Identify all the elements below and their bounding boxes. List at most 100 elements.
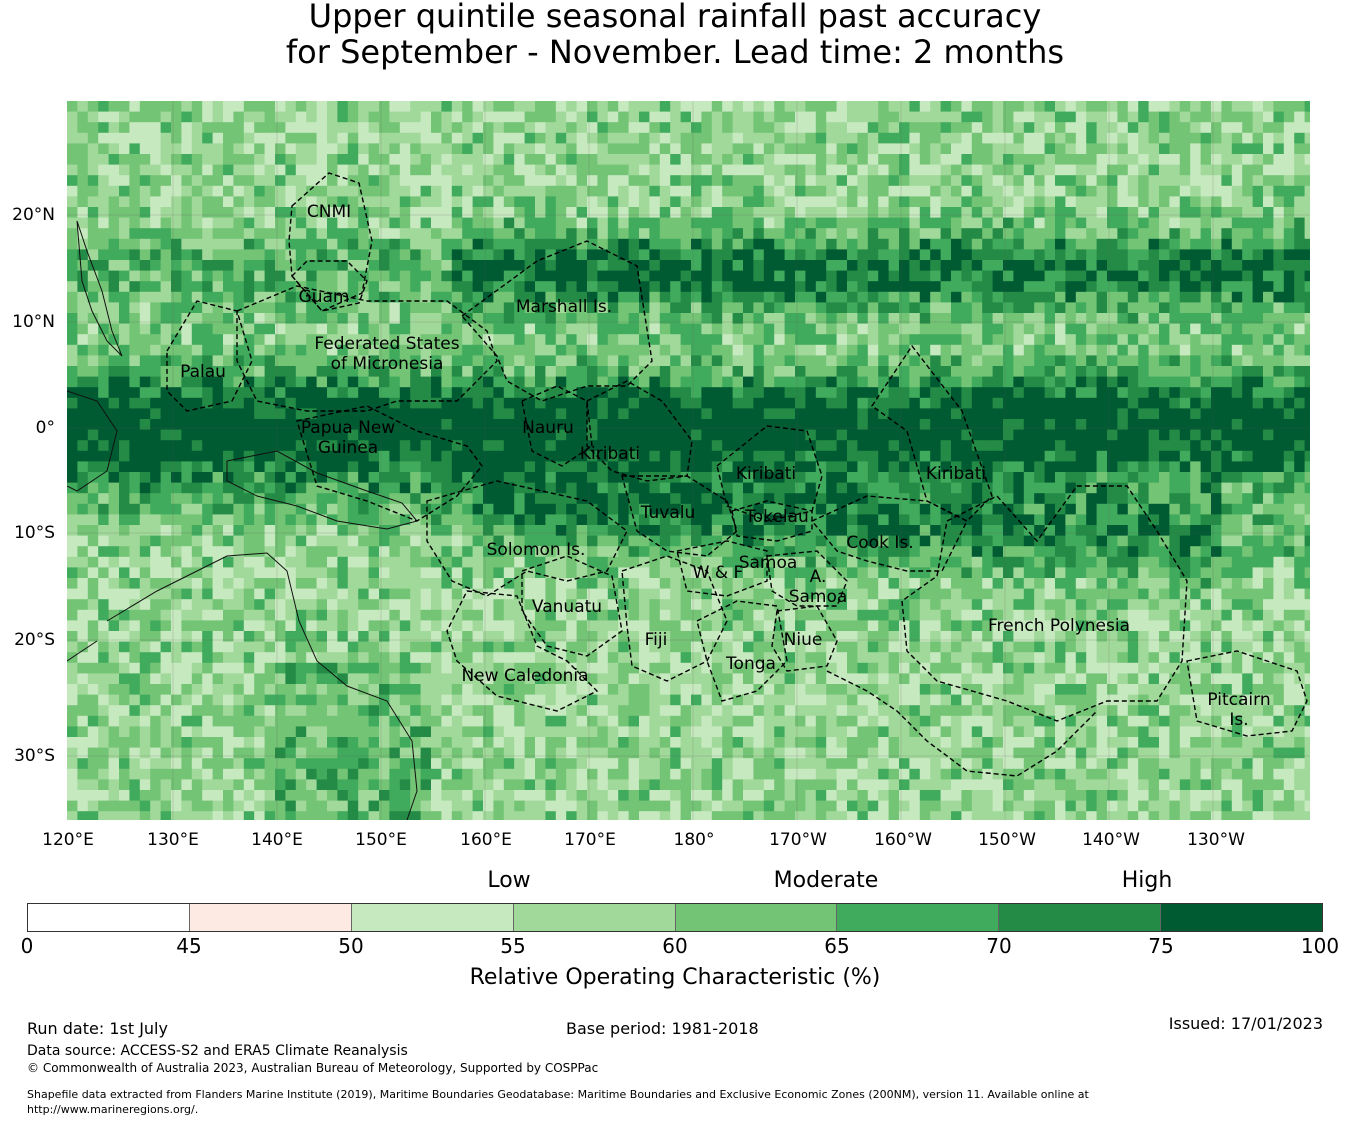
grid-cell [1200, 482, 1212, 494]
grid-cell [191, 323, 203, 335]
grid-cell [98, 387, 109, 399]
grid-cell [1179, 143, 1191, 155]
grid-cell [223, 482, 234, 494]
grid-cell [878, 397, 889, 409]
grid-cell [774, 440, 785, 452]
grid-cell [1003, 185, 1014, 197]
grid-cell [1200, 154, 1212, 165]
grid-cell [753, 450, 765, 462]
grid-cell [306, 260, 317, 271]
grid-cell [701, 440, 713, 452]
grid-cell [597, 344, 609, 356]
grid-cell [847, 366, 858, 377]
grid-cell [462, 185, 473, 197]
grid-cell [264, 482, 276, 494]
grid-cell [639, 535, 650, 547]
grid-cell [1034, 238, 1045, 250]
grid-cell [379, 323, 390, 335]
grid-cell [98, 525, 109, 536]
grid-cell [847, 101, 858, 112]
grid-cell [680, 313, 692, 324]
grid-cell [597, 260, 609, 271]
grid-cell [379, 111, 390, 123]
grid-cell [108, 185, 120, 197]
grid-cell [909, 323, 921, 335]
grid-cell [1003, 429, 1014, 441]
grid-cell [753, 238, 765, 250]
grid-cell [1159, 291, 1170, 303]
grid-cell [628, 408, 640, 420]
grid-cell [472, 450, 484, 462]
grid-cell [420, 408, 432, 420]
grid-cell [722, 249, 733, 261]
grid-cell [680, 132, 692, 144]
grid-cell [462, 376, 473, 388]
grid-cell [1138, 514, 1149, 526]
grid-cell [1075, 111, 1087, 123]
grid-cell [1117, 207, 1129, 218]
grid-cell [1190, 175, 1201, 187]
grid-cell [202, 440, 213, 452]
grid-cell [1190, 260, 1201, 271]
grid-cell [483, 493, 494, 505]
grid-cell [1200, 281, 1212, 293]
grid-cell [223, 323, 234, 335]
grid-cell [992, 185, 1004, 197]
grid-cell [514, 461, 525, 473]
grid-cell [254, 514, 265, 526]
grid-cell [576, 344, 588, 356]
grid-cell [1055, 355, 1066, 367]
grid-cell [295, 185, 307, 197]
grid-cell [649, 132, 661, 144]
grid-cell [316, 429, 328, 441]
grid-cell [399, 344, 411, 356]
grid-cell [1231, 472, 1243, 483]
grid-cell [555, 355, 567, 367]
grid-cell [87, 461, 99, 473]
grid-cell [1159, 185, 1170, 197]
grid-cell [295, 111, 307, 123]
grid-cell [555, 164, 567, 176]
grid-cell [129, 270, 141, 282]
grid-cell [1283, 217, 1295, 229]
grid-cell [1003, 122, 1014, 134]
grid-cell [659, 493, 671, 505]
grid-cell [566, 408, 577, 420]
grid-cell [285, 132, 297, 144]
grid-cell [535, 196, 546, 208]
grid-cell [1065, 143, 1077, 155]
grid-cell [1096, 313, 1108, 324]
grid-cell [1065, 450, 1077, 462]
grid-cell [587, 355, 598, 367]
grid-cell [327, 387, 338, 399]
grid-cell [649, 217, 661, 229]
grid-cell [150, 196, 161, 208]
grid-cell [1003, 143, 1014, 155]
grid-cell [867, 472, 879, 483]
grid-cell [545, 175, 557, 187]
grid-cell [316, 217, 328, 229]
grid-cell [815, 408, 827, 420]
grid-cell [1190, 323, 1201, 335]
grid-cell [399, 175, 411, 187]
grid-cell [836, 493, 848, 505]
grid-cell [379, 101, 390, 112]
grid-cell [836, 323, 848, 335]
grid-cell [940, 260, 952, 271]
grid-cell [992, 408, 1004, 420]
grid-cell [951, 355, 962, 367]
grid-cell [545, 482, 557, 494]
grid-cell [1242, 493, 1253, 505]
grid-cell [108, 101, 120, 112]
grid-cell [847, 525, 858, 536]
grid-cell [493, 472, 505, 483]
grid-cell [711, 397, 723, 409]
grid-cell [576, 525, 588, 536]
grid-cell [888, 101, 900, 112]
grid-cell [243, 260, 255, 271]
grid-cell [451, 228, 463, 240]
grid-cell [587, 302, 598, 314]
grid-cell [160, 387, 172, 399]
grid-cell [1034, 366, 1045, 377]
grid-cell [535, 482, 546, 494]
